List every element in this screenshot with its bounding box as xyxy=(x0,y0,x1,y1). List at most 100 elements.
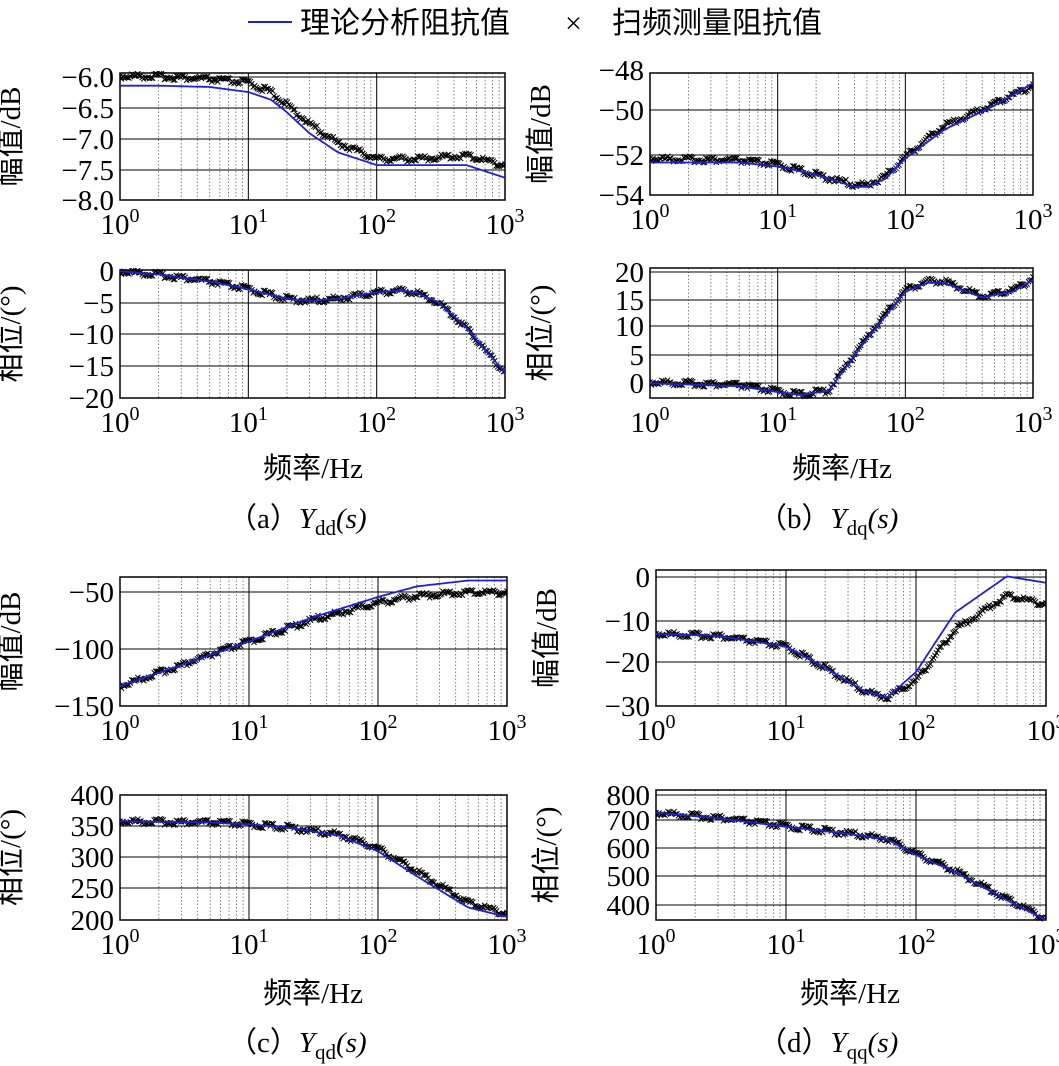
freq-label-a: 频率/Hz xyxy=(263,452,363,485)
sweep-marker xyxy=(927,661,934,668)
x-tick-label: 102 xyxy=(359,925,398,961)
sweep-marker xyxy=(434,593,440,600)
sweep-marker xyxy=(504,909,507,916)
sweep-marker xyxy=(291,106,298,113)
theory-curve xyxy=(656,575,1046,699)
sweep-series xyxy=(650,273,1033,400)
sweep-marker xyxy=(501,589,507,596)
plot-frame xyxy=(119,794,508,921)
y-tick-label: 5 xyxy=(630,340,645,372)
y-tick-label: −6.0 xyxy=(61,62,114,94)
x-tick-label: 102 xyxy=(897,711,936,747)
sweep-marker xyxy=(386,157,393,164)
x-tick-label: 103 xyxy=(1014,200,1053,236)
sweep-marker xyxy=(205,76,212,83)
x-tick-label: 100 xyxy=(101,711,140,747)
x-tick-label: 101 xyxy=(229,205,268,241)
sweep-marker xyxy=(981,605,988,612)
x-tick-label: 100 xyxy=(631,403,670,439)
y-axis-label: 幅值/dB xyxy=(530,588,563,688)
sweep-marker xyxy=(504,588,507,595)
sweep-marker xyxy=(225,817,232,824)
sweep-marker xyxy=(797,388,804,395)
y-axis-label: 幅值/dB xyxy=(0,592,27,692)
sweep-marker xyxy=(689,154,696,161)
sweep-marker xyxy=(279,629,286,636)
sweep-marker xyxy=(658,377,665,384)
sweep-marker xyxy=(863,334,870,341)
sweep-marker xyxy=(445,886,452,893)
sweep-marker xyxy=(882,310,889,317)
sweep-marker xyxy=(373,599,379,606)
sweep-marker xyxy=(480,590,487,597)
y-tick-label: −50 xyxy=(69,577,114,609)
sweep-marker xyxy=(915,673,922,680)
plot-frame xyxy=(649,267,1034,399)
sweep-marker xyxy=(789,163,796,169)
x-tick-label: 103 xyxy=(486,205,525,241)
sweep-marker xyxy=(944,640,950,646)
x-tick-label: 103 xyxy=(1027,711,1059,747)
sweep-marker xyxy=(1025,595,1031,602)
plot-frame xyxy=(119,72,506,201)
y-tick-label: −10 xyxy=(605,606,650,638)
sweep-marker xyxy=(444,305,451,312)
plot-frame xyxy=(119,576,508,707)
sweep-marker xyxy=(437,883,443,890)
sweep-marker xyxy=(323,613,330,620)
sweep-marker xyxy=(161,275,168,282)
x-tick-label: 100 xyxy=(101,403,140,439)
sweep-marker xyxy=(923,667,929,674)
y-tick-label: 600 xyxy=(607,833,651,865)
sweep-marker xyxy=(693,629,700,636)
y-tick-label: 350 xyxy=(71,811,115,843)
sweep-marker xyxy=(318,129,325,136)
sweep-marker xyxy=(798,165,805,172)
sweep-marker xyxy=(876,318,883,325)
x-tick-label: 102 xyxy=(886,200,925,236)
caption-text: （d）Yqq(s) xyxy=(758,1027,898,1064)
sweep-marker xyxy=(693,809,700,816)
sweep-marker xyxy=(953,627,959,634)
legend-sweep-label: 扫频测量阻抗值 xyxy=(612,7,822,40)
y-tick-label: 15 xyxy=(615,285,644,317)
sweep-marker xyxy=(469,899,476,906)
sweep-marker xyxy=(806,823,812,829)
y-tick-label: −50 xyxy=(599,95,644,127)
sweep-marker xyxy=(290,106,297,113)
sweep-marker xyxy=(423,872,430,878)
sweep-marker xyxy=(283,821,290,828)
sweep-marker xyxy=(298,623,305,630)
sweep-marker xyxy=(467,328,474,335)
x-tick-label: 101 xyxy=(230,711,269,747)
sweep-marker xyxy=(906,683,913,690)
sweep-marker xyxy=(432,156,439,163)
sweep-marker xyxy=(120,685,125,692)
sweep-series xyxy=(650,81,1033,190)
x-tick-label: 100 xyxy=(637,925,676,961)
plot-frame xyxy=(655,789,1047,921)
y-tick-label: 800 xyxy=(607,780,651,812)
sweep-marker xyxy=(689,378,696,385)
x-tick-label: 102 xyxy=(359,711,398,747)
sweep-marker xyxy=(821,824,827,831)
sweep-marker xyxy=(159,71,166,78)
y-tick-label: 0 xyxy=(630,368,645,400)
sweep-marker xyxy=(468,586,475,593)
plot-frame xyxy=(119,269,506,399)
theory-curve xyxy=(120,820,507,918)
sweep-marker xyxy=(444,589,451,596)
x-tick-label: 102 xyxy=(357,403,396,439)
sweep-marker xyxy=(998,598,1004,605)
sweep-series xyxy=(120,268,505,375)
sweep-marker xyxy=(475,591,482,598)
caption-b: （b）Ydq(s) xyxy=(758,503,898,540)
y-tick-label: 400 xyxy=(71,780,115,812)
sweep-marker xyxy=(1019,596,1025,603)
freq-label-b: 频率/Hz xyxy=(792,452,892,485)
y-tick-label: −15 xyxy=(69,351,114,383)
